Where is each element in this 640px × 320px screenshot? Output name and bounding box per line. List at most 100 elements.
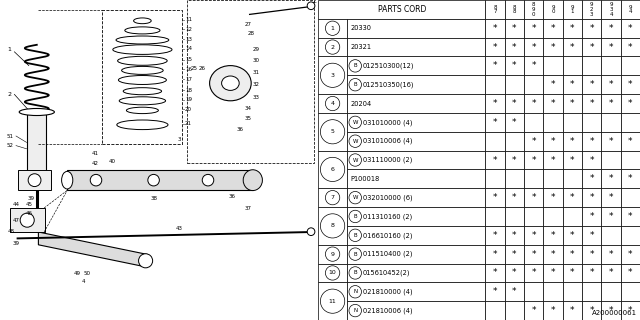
Text: 20: 20	[185, 107, 192, 112]
Bar	[486, 245, 505, 264]
Text: 011310160 (2): 011310160 (2)	[363, 213, 412, 220]
Bar	[486, 132, 505, 151]
Circle shape	[307, 228, 315, 236]
Text: *: *	[551, 43, 556, 52]
Bar	[505, 282, 524, 301]
Text: *: *	[493, 24, 497, 33]
Bar	[505, 264, 524, 282]
Text: *: *	[551, 99, 556, 108]
Bar	[602, 188, 621, 207]
Text: *: *	[570, 156, 575, 164]
Text: *: *	[551, 268, 556, 277]
Bar	[543, 56, 563, 75]
Bar	[543, 226, 563, 245]
Text: *: *	[531, 268, 536, 277]
Text: *: *	[493, 193, 497, 202]
Circle shape	[321, 63, 345, 87]
Bar	[621, 151, 640, 169]
Text: 4: 4	[331, 101, 335, 106]
Text: *: *	[628, 24, 632, 33]
Text: PARTS CORD: PARTS CORD	[378, 5, 426, 14]
Text: *: *	[609, 174, 613, 183]
Bar	[621, 19, 640, 38]
Bar	[543, 264, 563, 282]
Bar	[602, 113, 621, 132]
Bar	[505, 113, 524, 132]
Text: 21: 21	[185, 121, 192, 126]
Bar	[543, 19, 563, 38]
Bar	[505, 245, 524, 264]
Circle shape	[349, 135, 362, 148]
Bar	[524, 56, 543, 75]
Bar	[486, 282, 505, 301]
Text: *: *	[589, 137, 594, 146]
Bar	[318, 282, 347, 320]
Bar	[543, 188, 563, 207]
Text: 39: 39	[13, 241, 20, 246]
Text: *: *	[589, 306, 594, 315]
Ellipse shape	[125, 27, 160, 34]
Text: 18: 18	[185, 88, 192, 93]
Text: *: *	[570, 250, 575, 259]
Bar	[602, 207, 621, 226]
Text: *: *	[628, 137, 632, 146]
Bar	[347, 132, 486, 151]
Bar	[582, 151, 602, 169]
Circle shape	[321, 214, 345, 238]
Bar	[563, 301, 582, 320]
Bar	[602, 0, 621, 19]
Bar	[543, 0, 563, 19]
Bar	[318, 113, 347, 151]
Bar	[102, 10, 182, 144]
Circle shape	[349, 248, 362, 260]
Text: *: *	[512, 61, 516, 70]
Text: *: *	[493, 156, 497, 164]
Text: *: *	[589, 231, 594, 240]
Bar	[347, 264, 486, 282]
Text: *: *	[609, 212, 613, 221]
Text: *: *	[570, 193, 575, 202]
Text: 32: 32	[253, 82, 260, 87]
Bar	[486, 94, 505, 113]
Circle shape	[20, 213, 35, 227]
Bar	[621, 75, 640, 94]
Circle shape	[349, 304, 362, 317]
Text: *: *	[628, 43, 632, 52]
Bar	[486, 226, 505, 245]
Bar	[621, 282, 640, 301]
Bar	[505, 19, 524, 38]
Ellipse shape	[123, 88, 161, 95]
Ellipse shape	[117, 120, 168, 130]
Bar	[67, 170, 253, 190]
Text: *: *	[609, 80, 613, 89]
Text: 41: 41	[92, 151, 98, 156]
Bar	[563, 188, 582, 207]
Text: *: *	[531, 156, 536, 164]
Bar	[347, 19, 486, 38]
Bar	[524, 188, 543, 207]
Circle shape	[349, 116, 362, 129]
Bar	[582, 132, 602, 151]
Circle shape	[349, 267, 362, 279]
Bar	[486, 75, 505, 94]
Text: *: *	[512, 156, 516, 164]
Bar	[563, 56, 582, 75]
Text: 8
7: 8 7	[493, 4, 497, 14]
Bar	[602, 245, 621, 264]
Bar	[582, 38, 602, 56]
Bar	[524, 0, 543, 19]
Text: *: *	[589, 24, 594, 33]
Text: 9
3
4: 9 3 4	[609, 2, 612, 17]
Bar	[486, 207, 505, 226]
Bar	[582, 226, 602, 245]
Circle shape	[325, 21, 340, 36]
Text: B: B	[353, 63, 357, 68]
Text: *: *	[628, 250, 632, 259]
Bar	[621, 56, 640, 75]
Bar	[27, 112, 46, 186]
Text: *: *	[628, 268, 632, 277]
Bar	[318, 19, 347, 38]
Bar	[543, 113, 563, 132]
Bar	[524, 38, 543, 56]
Text: 37: 37	[245, 205, 252, 211]
